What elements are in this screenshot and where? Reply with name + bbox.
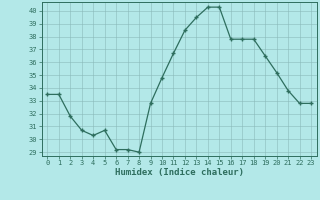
X-axis label: Humidex (Indice chaleur): Humidex (Indice chaleur) (115, 168, 244, 177)
